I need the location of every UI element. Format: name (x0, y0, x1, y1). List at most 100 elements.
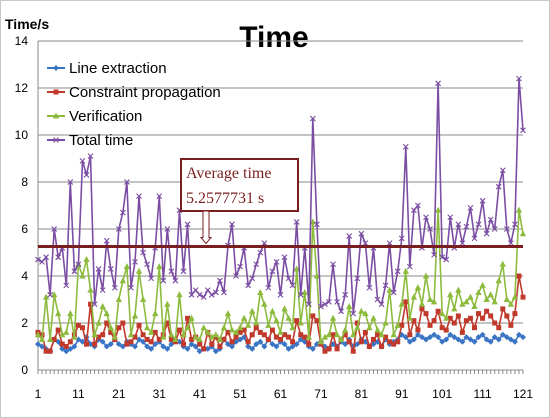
data-point (488, 313, 494, 319)
data-point (249, 307, 256, 314)
data-point (67, 179, 74, 185)
data-point (124, 341, 130, 347)
data-point (164, 345, 171, 352)
data-point (265, 321, 272, 328)
data-point (410, 207, 417, 214)
legend-swatch-marker (53, 65, 59, 71)
data-point (245, 343, 252, 350)
data-point (75, 336, 82, 343)
data-point (189, 336, 195, 342)
data-point (273, 317, 280, 324)
legend-item-3: Total time (47, 132, 133, 149)
data-point (423, 311, 429, 317)
data-point (107, 324, 114, 331)
y-tick-label-6: 6 (21, 222, 28, 236)
data-point (358, 307, 365, 314)
data-point (483, 336, 490, 343)
data-point (475, 221, 482, 228)
data-point (289, 343, 296, 350)
data-point (55, 338, 62, 345)
data-point (119, 277, 127, 284)
data-point (447, 331, 454, 338)
data-point (406, 263, 413, 270)
data-point (120, 320, 126, 326)
data-point (350, 348, 356, 354)
data-point (358, 230, 365, 237)
data-point (507, 240, 514, 246)
data-point (188, 314, 195, 321)
x-tick-label-31: 31 (153, 387, 167, 401)
data-point (350, 310, 357, 317)
data-point (67, 310, 74, 317)
data-point (500, 306, 506, 312)
data-point (406, 338, 413, 345)
data-point (342, 341, 349, 348)
data-point (229, 221, 235, 228)
data-point (313, 221, 320, 228)
data-point (346, 233, 353, 239)
data-point (491, 298, 498, 305)
data-point (479, 197, 486, 204)
data-point (342, 291, 349, 298)
data-point (330, 332, 336, 338)
data-point (322, 348, 328, 354)
data-point (140, 338, 147, 345)
data-point (209, 341, 215, 347)
data-point (439, 338, 446, 345)
y-axis-label: Time/s (5, 16, 49, 32)
data-point (354, 324, 361, 331)
data-point (297, 319, 304, 326)
average-callout-title: Average time (186, 165, 271, 182)
data-point (168, 336, 174, 342)
y-tick-label-10: 10 (15, 128, 29, 142)
data-point (374, 326, 381, 333)
data-point (164, 300, 171, 307)
data-point (124, 179, 130, 185)
data-point (447, 315, 453, 321)
data-point (390, 331, 397, 338)
data-point (354, 320, 360, 326)
y-tick-label-2: 2 (21, 316, 28, 330)
data-point (346, 303, 353, 310)
data-point (111, 333, 118, 340)
data-point (107, 341, 114, 348)
data-point (148, 275, 155, 282)
data-point (232, 328, 240, 335)
data-point (116, 325, 122, 331)
data-point (273, 343, 280, 350)
callout-arrow (199, 210, 213, 245)
data-point (180, 331, 187, 338)
data-point (487, 291, 494, 298)
data-point (491, 334, 498, 341)
data-point (192, 333, 199, 340)
data-point (273, 259, 280, 265)
average-callout-value: 5.2577731 s (186, 190, 264, 207)
data-point (71, 343, 78, 350)
data-point (172, 335, 179, 342)
data-point (387, 339, 393, 345)
data-point (479, 331, 486, 338)
data-point (269, 268, 276, 275)
data-point (463, 298, 470, 305)
data-point (435, 308, 441, 314)
data-point (402, 143, 409, 150)
data-point (140, 332, 146, 338)
data-point (511, 293, 519, 300)
data-point (314, 318, 320, 324)
data-point (483, 230, 490, 237)
data-point (403, 299, 409, 305)
data-point (491, 226, 498, 232)
data-point (515, 331, 522, 338)
data-point (326, 298, 332, 305)
data-point (75, 261, 82, 268)
series-0 (35, 331, 526, 355)
data-point (148, 339, 154, 345)
data-point (75, 322, 81, 328)
data-point (196, 335, 203, 342)
data-point (495, 277, 502, 284)
data-point (499, 167, 506, 174)
legend: Line extraction Constraint propagation Ver… (47, 60, 221, 149)
data-point (261, 240, 268, 246)
data-point (119, 343, 126, 350)
